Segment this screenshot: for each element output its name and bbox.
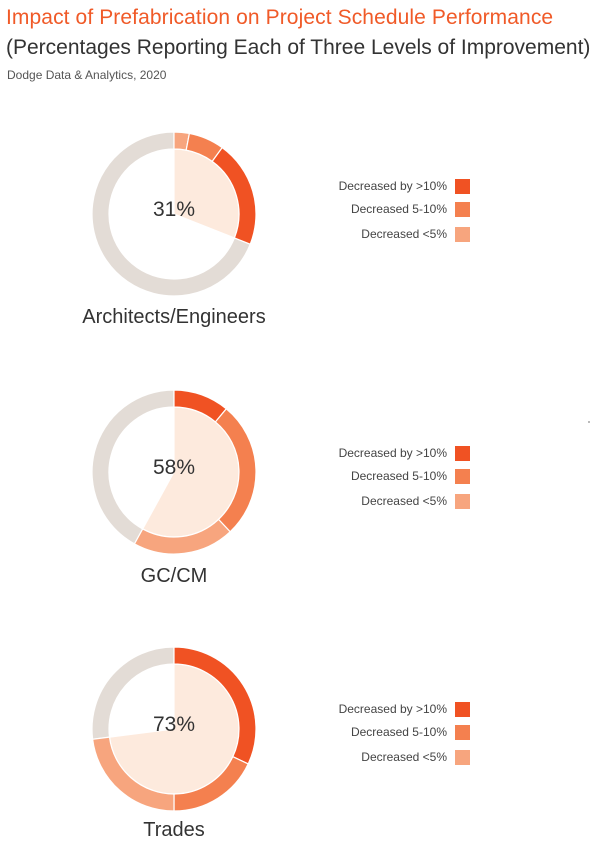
legend-swatch	[455, 226, 470, 242]
legend-item-lt5: Decreased <5%	[361, 749, 470, 765]
legend-item-5to10: Decreased 5-10%	[351, 468, 470, 484]
donut-chart: 58%	[90, 388, 258, 556]
remainder-segment	[91, 131, 252, 297]
source-credit: Dodge Data & Analytics, 2020	[7, 68, 167, 82]
donut-svg	[91, 646, 257, 812]
group-label: GC/CM	[140, 565, 208, 587]
legend-label: Decreased by >10%	[338, 702, 447, 716]
donut-svg	[91, 389, 257, 555]
donut-svg	[91, 131, 257, 297]
legend-item-lt5: Decreased <5%	[361, 226, 470, 242]
legend-swatch	[455, 701, 470, 717]
legend-swatch	[455, 749, 470, 765]
segment-decreased-5-	[133, 518, 231, 555]
legend-label: Decreased <5%	[361, 750, 447, 764]
chart-title: Impact of Prefabrication on Project Sche…	[6, 6, 554, 29]
group-label: Trades	[143, 819, 205, 841]
legend-label: Decreased <5%	[361, 494, 447, 508]
legend-item-5to10: Decreased 5-10%	[351, 201, 470, 217]
legend-item-gt10: Decreased by >10%	[339, 701, 470, 717]
segment-decreased-5-	[91, 736, 175, 812]
legend-item-gt10: Decreased by >10%	[339, 445, 470, 461]
legend-label: Decreased 5-10%	[350, 202, 447, 216]
segment-decreased-by-10-	[211, 146, 257, 245]
legend-label: Decreased by >10%	[338, 446, 447, 460]
legend-item-5to10: Decreased 5-10%	[351, 724, 470, 740]
legend-swatch	[455, 201, 470, 217]
legend-label: Decreased <5%	[361, 227, 447, 241]
group-label: Architects/Engineers	[82, 306, 266, 328]
legend-label: Decreased 5-10%	[350, 725, 447, 739]
donut-center-value: 58%	[152, 456, 196, 479]
legend-swatch	[455, 493, 470, 509]
donut-chart: 73%	[90, 645, 258, 813]
legend-item-lt5: Decreased <5%	[361, 493, 470, 509]
legend-label: Decreased by >10%	[338, 179, 447, 193]
legend-swatch	[455, 468, 470, 484]
chart-subtitle: (Percentages Reporting Each of Three Lev…	[6, 36, 591, 59]
legend-swatch	[455, 178, 470, 194]
stray-mark	[588, 421, 590, 423]
donut-center-value: 31%	[152, 198, 196, 221]
legend-label: Decreased 5-10%	[350, 469, 447, 483]
legend-swatch	[455, 724, 470, 740]
legend-item-gt10: Decreased by >10%	[339, 178, 470, 194]
donut-chart: 31%	[90, 130, 258, 298]
legend-swatch	[455, 445, 470, 461]
donut-center-value: 73%	[152, 713, 196, 736]
